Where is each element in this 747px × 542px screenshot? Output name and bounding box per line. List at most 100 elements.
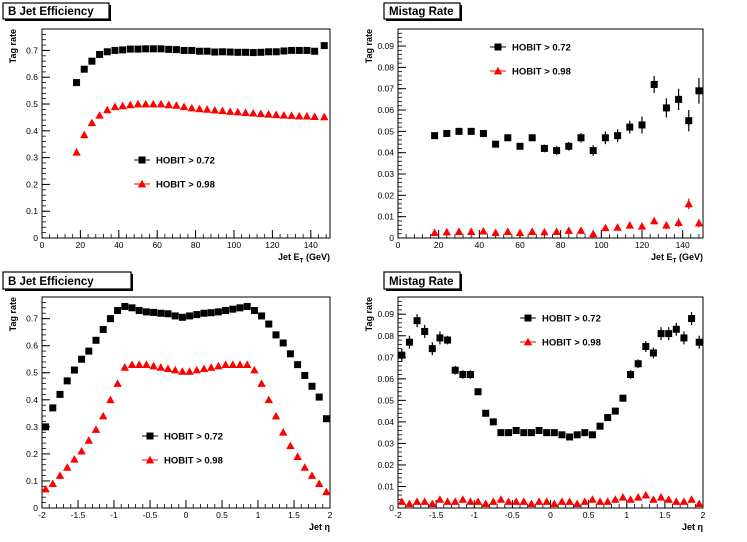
data-point bbox=[192, 365, 201, 374]
data-point bbox=[96, 50, 104, 58]
data-point bbox=[193, 311, 201, 319]
data-point bbox=[520, 429, 528, 437]
data-point bbox=[413, 317, 421, 325]
data-point bbox=[444, 336, 452, 344]
legend-label: HOBIT > 0.98 bbox=[164, 456, 223, 467]
data-point bbox=[257, 48, 265, 56]
data-point bbox=[55, 471, 65, 479]
legend-marker bbox=[494, 43, 502, 51]
series-hobit-098 bbox=[430, 198, 704, 238]
data-point bbox=[149, 361, 158, 370]
plot-frame bbox=[41, 296, 331, 509]
y-tick-label: 0.09 bbox=[377, 41, 394, 51]
data-point bbox=[303, 46, 311, 54]
data-point bbox=[619, 394, 627, 402]
series-hobit-072 bbox=[398, 312, 703, 441]
data-point bbox=[186, 312, 194, 320]
data-point bbox=[80, 65, 88, 73]
data-point bbox=[515, 228, 525, 237]
data-point bbox=[236, 304, 244, 312]
data-point bbox=[264, 395, 273, 404]
data-point bbox=[455, 127, 463, 135]
series-hobit-098 bbox=[72, 99, 329, 156]
data-point bbox=[398, 351, 406, 359]
x-axis-label: Jet ET (GeV) bbox=[651, 252, 703, 265]
legend-marker bbox=[493, 66, 503, 75]
data-point bbox=[588, 431, 596, 439]
x-tick-label: -1 bbox=[470, 510, 478, 520]
x-tick-label: 1 bbox=[256, 510, 261, 520]
data-point bbox=[557, 497, 567, 505]
data-point bbox=[114, 307, 122, 315]
y-axis-label: Tag rate bbox=[364, 29, 374, 63]
y-tick-label: 0 bbox=[33, 233, 38, 243]
data-point bbox=[466, 371, 474, 379]
data-point bbox=[222, 307, 230, 315]
data-point bbox=[235, 360, 245, 368]
data-point bbox=[280, 47, 288, 55]
legend-marker bbox=[138, 156, 146, 164]
x-tick-label: 140 bbox=[304, 240, 318, 250]
x-tick-label: 120 bbox=[635, 240, 649, 250]
data-point bbox=[430, 228, 439, 237]
data-point bbox=[265, 320, 273, 328]
x-axis-label: Jet ET (GeV) bbox=[278, 252, 330, 265]
data-point bbox=[126, 45, 134, 53]
data-point bbox=[311, 47, 319, 55]
data-point bbox=[656, 493, 666, 501]
data-point bbox=[601, 223, 610, 232]
data-point bbox=[106, 395, 115, 404]
data-point bbox=[264, 110, 273, 118]
data-point bbox=[694, 218, 704, 227]
data-point bbox=[221, 360, 230, 368]
data-point bbox=[650, 80, 658, 88]
data-point bbox=[121, 302, 129, 310]
data-point bbox=[558, 431, 566, 439]
data-point bbox=[211, 48, 219, 56]
data-point bbox=[552, 227, 561, 235]
data-point bbox=[250, 365, 259, 374]
x-axis-label: Jet η bbox=[309, 522, 330, 532]
data-point bbox=[218, 106, 227, 115]
data-point bbox=[405, 499, 414, 508]
data-point bbox=[662, 221, 671, 229]
data-point bbox=[474, 388, 482, 396]
data-point bbox=[70, 366, 78, 374]
chart-title: B Jet Efficiency bbox=[8, 276, 94, 288]
y-axis-label: Tag rate bbox=[364, 297, 374, 331]
data-point bbox=[178, 313, 186, 321]
y-tick-label: 0.6 bbox=[26, 341, 38, 351]
y-tick-label: 0 bbox=[389, 503, 394, 513]
data-point bbox=[540, 144, 548, 152]
data-point bbox=[134, 45, 142, 53]
data-point bbox=[135, 360, 144, 368]
x-tick-label: 60 bbox=[515, 240, 525, 250]
series-hobit-072 bbox=[73, 42, 328, 87]
x-tick-label: -0.5 bbox=[143, 510, 158, 520]
data-point bbox=[265, 48, 273, 56]
data-point bbox=[684, 199, 693, 208]
data-point bbox=[249, 108, 258, 117]
y-tick-label: 0.4 bbox=[26, 395, 38, 405]
title-box bbox=[2, 2, 110, 20]
x-tick-label: 60 bbox=[152, 240, 162, 250]
data-point bbox=[315, 479, 324, 488]
x-tick-label: 40 bbox=[475, 240, 485, 250]
data-point bbox=[589, 147, 597, 155]
data-point bbox=[482, 409, 490, 417]
legend-marker bbox=[146, 432, 154, 440]
data-point bbox=[550, 499, 559, 508]
x-tick-label: 100 bbox=[594, 240, 608, 250]
data-point bbox=[611, 407, 619, 415]
data-point bbox=[228, 360, 237, 368]
data-point bbox=[271, 411, 281, 420]
data-point bbox=[214, 361, 223, 370]
x-tick-label: 1.5 bbox=[659, 510, 671, 520]
data-point bbox=[436, 334, 444, 342]
panel-2: Mistag Rate 0 0.01 0.02 0.03 0.04 0.05 0.06 0.07… bbox=[364, 2, 704, 265]
series-hobit-072 bbox=[431, 75, 703, 156]
data-point bbox=[88, 57, 96, 65]
data-point bbox=[207, 363, 216, 371]
x-tick-label: 0 bbox=[184, 510, 189, 520]
data-point bbox=[157, 45, 165, 53]
